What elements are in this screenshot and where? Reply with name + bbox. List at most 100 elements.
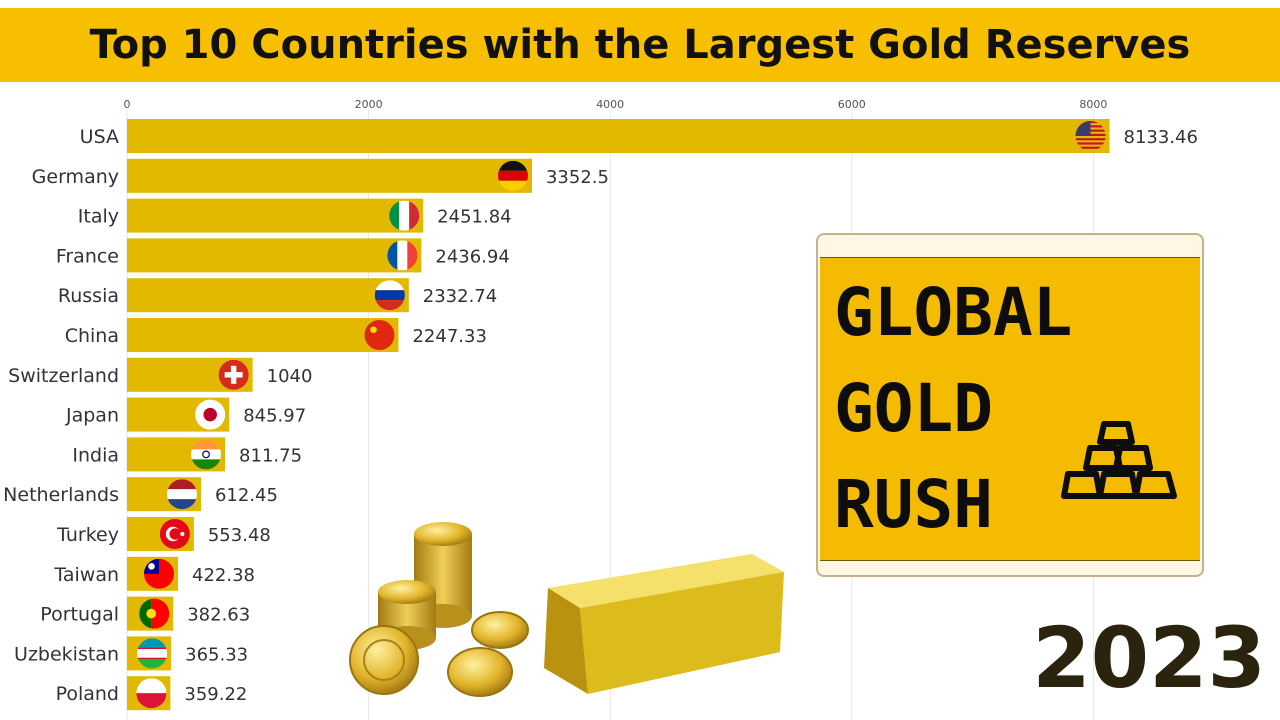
flag-emblem	[146, 608, 157, 619]
india-flag-icon	[191, 439, 222, 470]
gold-bar-illustration	[544, 554, 784, 694]
category-label: Russia	[58, 285, 119, 307]
category-label: Poland	[56, 683, 119, 705]
japan-flag-icon	[195, 399, 226, 430]
flag-wheel	[202, 450, 210, 459]
x-tick-label: 6000	[838, 98, 866, 111]
category-label: China	[65, 325, 119, 347]
bar	[127, 158, 532, 193]
flag-band	[497, 160, 528, 171]
flag-band	[374, 290, 405, 301]
flag-band	[166, 489, 197, 500]
category-label: France	[56, 245, 119, 267]
italy-flag-icon	[389, 200, 420, 231]
germany-flag-icon	[497, 160, 528, 191]
flag-star	[370, 326, 377, 334]
flag-star	[180, 531, 185, 537]
category-label: Germany	[32, 166, 119, 188]
flag-disc	[203, 407, 217, 422]
flag-band	[137, 638, 168, 649]
flag-band	[191, 439, 222, 450]
flag-band	[387, 240, 398, 271]
flag-band	[409, 200, 420, 231]
flag-band	[166, 479, 197, 490]
value-label: 2247.33	[412, 326, 486, 347]
flag-stripe	[1075, 146, 1106, 149]
value-label: 811.75	[239, 445, 302, 466]
flag-band	[166, 499, 197, 510]
russia-flag-icon	[374, 280, 405, 311]
value-label: 8133.46	[1124, 127, 1198, 148]
promo-line-gold: GOLD	[834, 370, 993, 447]
category-label: Portugal	[40, 604, 119, 626]
flag-cross	[224, 372, 243, 378]
value-label: 365.33	[185, 644, 248, 665]
flag-band	[139, 598, 152, 629]
flag-band	[191, 449, 222, 460]
value-label: 553.48	[208, 525, 271, 546]
flag-field	[364, 320, 395, 350]
flag-band	[136, 693, 167, 709]
page-title: Top 10 Countries with the Largest Gold R…	[89, 22, 1191, 68]
flag-band	[136, 678, 167, 694]
value-label: 2332.74	[423, 286, 497, 307]
year-label: 2023	[1032, 609, 1266, 707]
bar-chart: 0 2000 4000 6000 8000 USA 8133.46 Germany 3352.5…	[3, 98, 1198, 720]
flag-band	[374, 300, 405, 311]
flag-stripe	[1075, 138, 1106, 141]
flag-band	[137, 658, 168, 669]
france-flag-icon	[387, 240, 418, 271]
value-label: 1040	[267, 366, 313, 387]
category-label: USA	[80, 126, 119, 148]
flag-band	[397, 240, 408, 271]
flag-band	[374, 280, 405, 291]
category-label: India	[72, 444, 119, 466]
x-tick-label: 0	[124, 98, 131, 111]
promo-panel: GLOBAL GOLD RUSH	[820, 257, 1200, 561]
netherlands-flag-icon	[166, 479, 197, 510]
flag-band	[151, 598, 170, 629]
category-label: Netherlands	[3, 484, 119, 506]
gold-coins-illustration	[349, 522, 529, 697]
category-label: Japan	[65, 405, 119, 427]
promo-line-global: GLOBAL	[834, 274, 1073, 351]
bar	[127, 198, 424, 233]
bar	[127, 278, 409, 313]
gold-bars-icon	[1061, 421, 1177, 499]
taiwan-flag-icon	[144, 558, 175, 589]
bar	[127, 119, 1110, 153]
switzerland-flag-icon	[218, 359, 249, 390]
value-label: 2436.94	[435, 246, 509, 267]
promo-card: GLOBAL GOLD RUSH	[816, 233, 1204, 577]
category-label: Italy	[78, 206, 119, 228]
flag-crescent-cut	[169, 528, 181, 540]
flag-band	[191, 459, 222, 470]
flag-band	[407, 240, 418, 271]
value-label: 845.97	[243, 406, 306, 427]
poland-flag-icon	[136, 678, 167, 709]
bar	[127, 238, 422, 273]
value-label: 382.63	[187, 605, 250, 626]
category-label: Uzbekistan	[14, 643, 119, 665]
promo-line-rush: RUSH	[834, 466, 993, 543]
x-tick-label: 8000	[1079, 98, 1107, 111]
flag-band	[399, 200, 410, 231]
flag-stripe	[1075, 142, 1106, 145]
bar	[127, 318, 399, 352]
value-label: 612.45	[215, 485, 278, 506]
category-label: Taiwan	[53, 564, 119, 586]
turkey-flag-icon	[159, 519, 190, 549]
category-label: Turkey	[56, 524, 119, 546]
value-label: 3352.5	[546, 167, 609, 188]
flag-band	[137, 648, 168, 659]
title-bar: Top 10 Countries with the Largest Gold R…	[0, 8, 1280, 82]
category-label: Switzerland	[8, 365, 119, 387]
value-label: 2451.84	[437, 207, 511, 228]
flag-band	[497, 170, 528, 181]
value-label: 359.22	[184, 684, 247, 705]
x-tick-label: 4000	[596, 98, 624, 111]
value-label: 422.38	[192, 565, 255, 586]
portugal-flag-icon	[139, 598, 170, 629]
uzbekistan-flag-icon	[137, 638, 168, 669]
flag-sun	[148, 563, 155, 570]
